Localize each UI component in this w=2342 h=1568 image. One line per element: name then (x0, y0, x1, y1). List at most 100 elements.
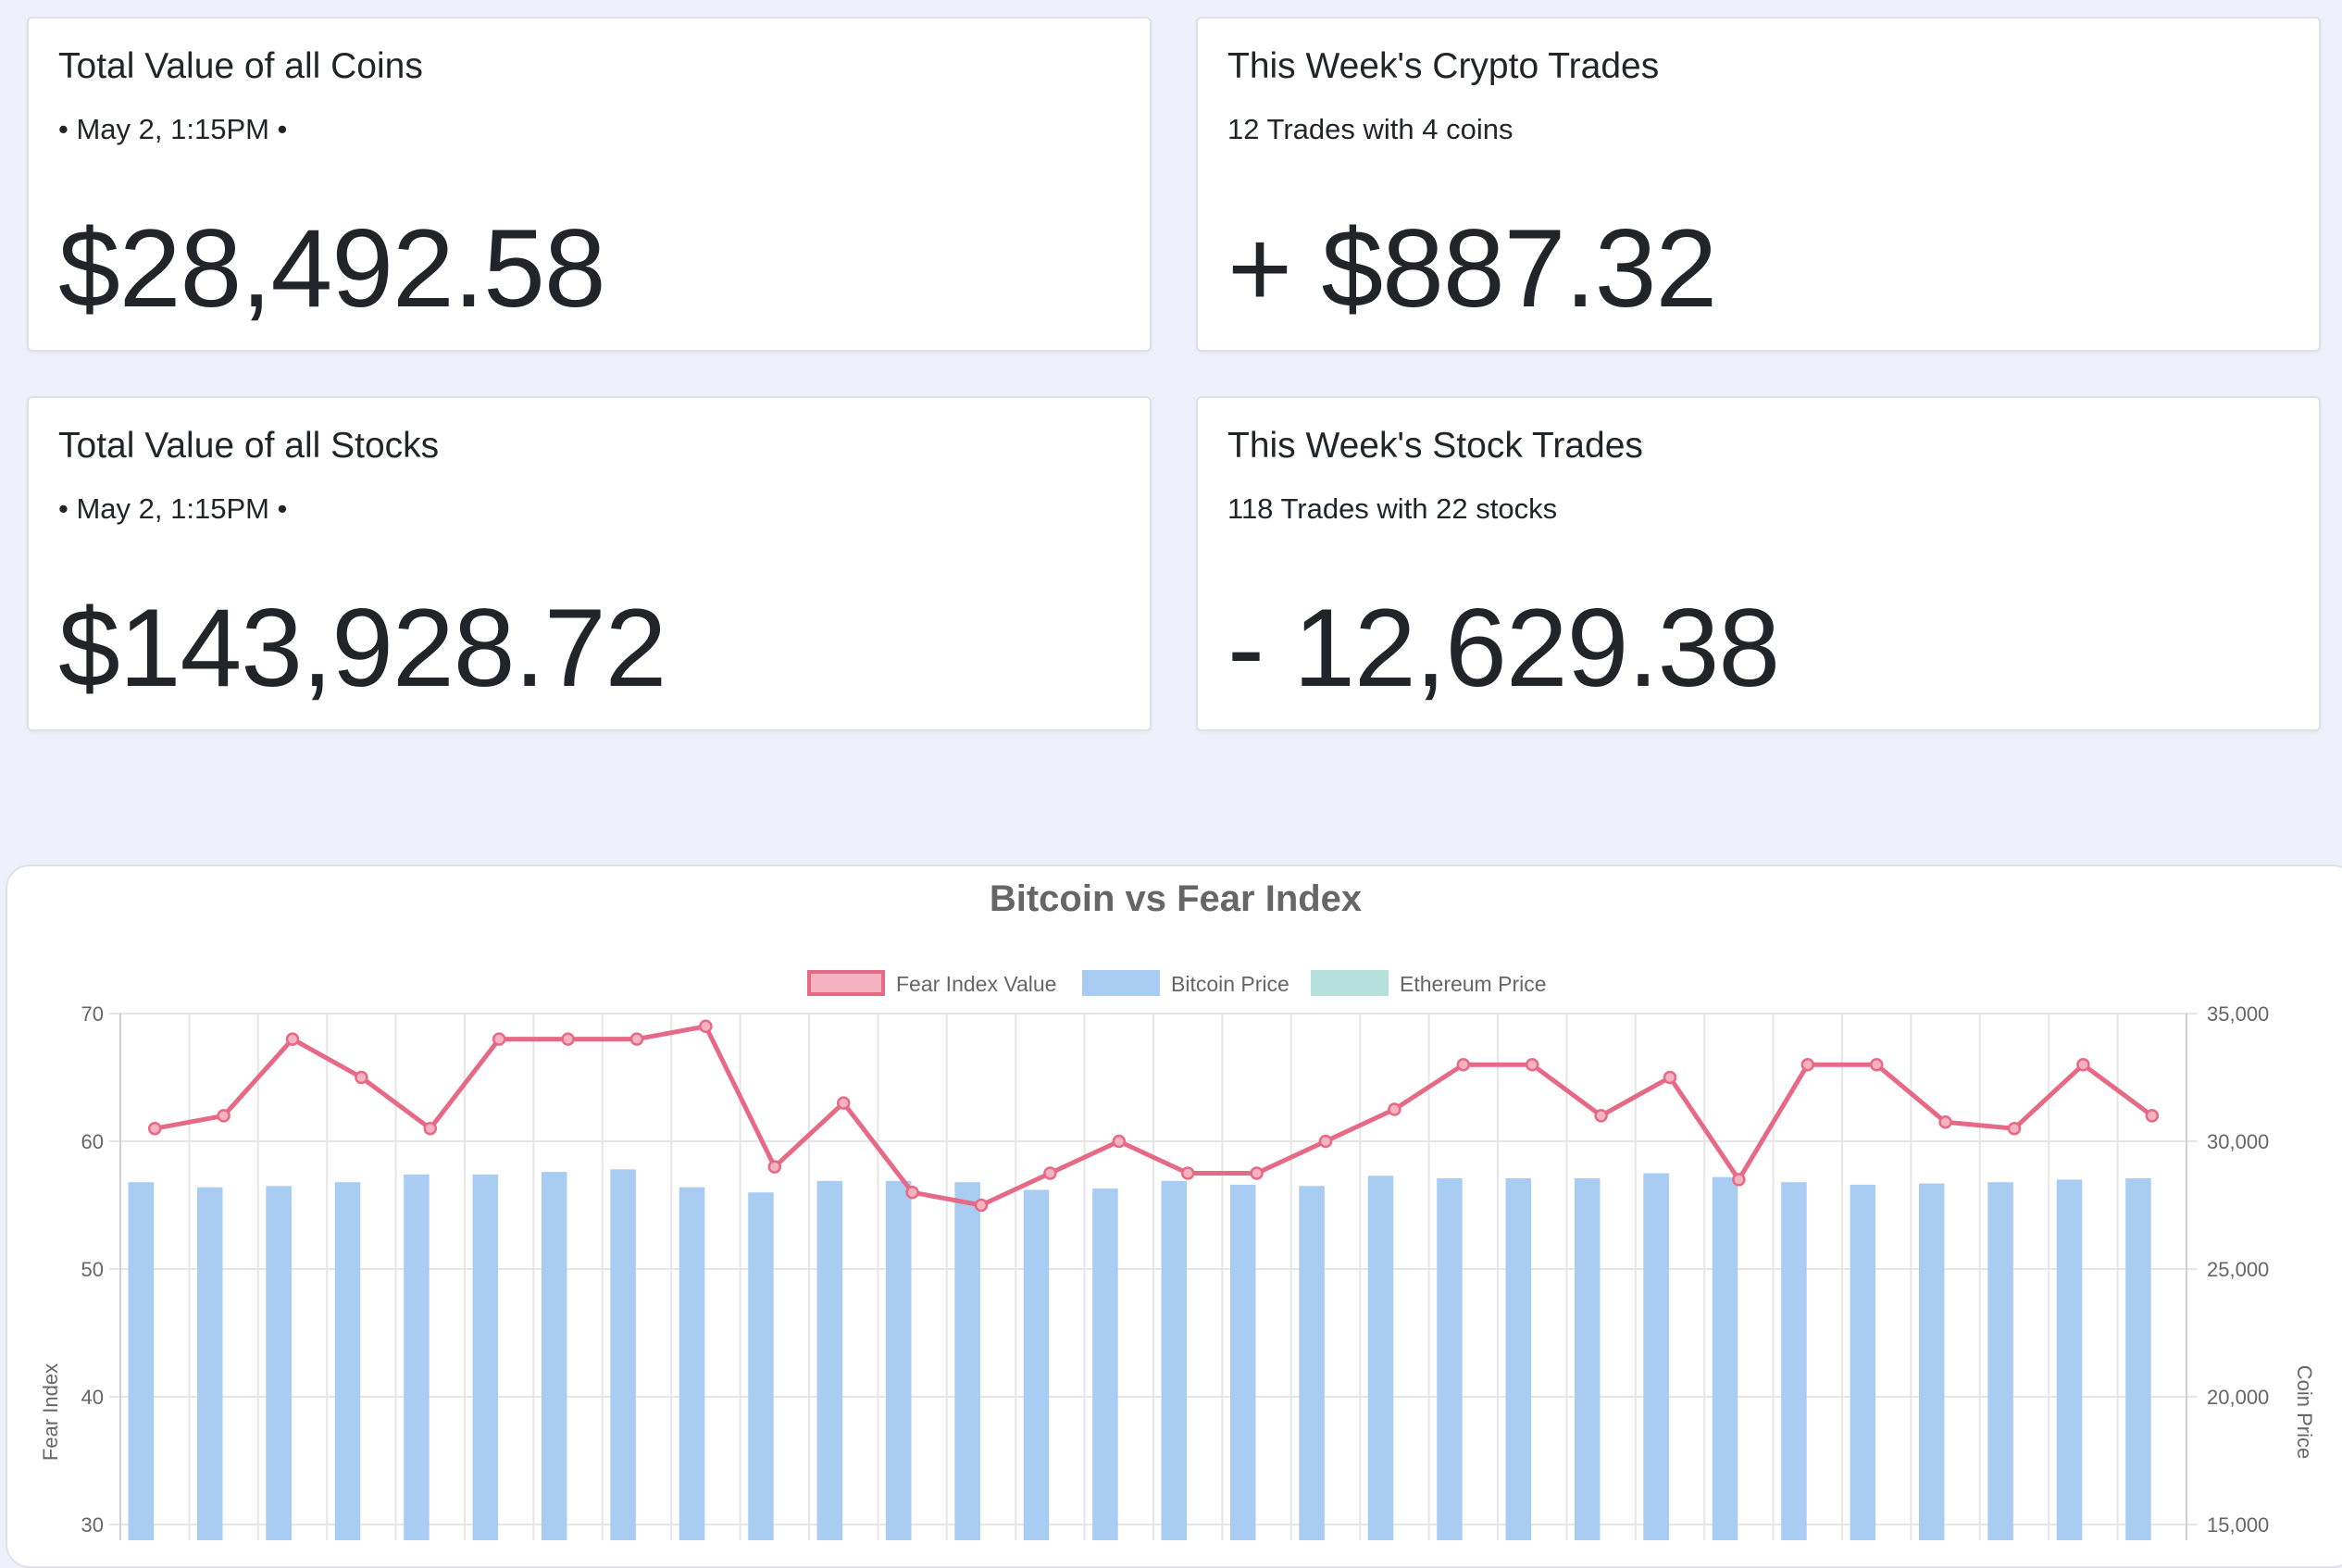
fear-index-point (1112, 1134, 1127, 1149)
right-axis-title: Coin Price (2293, 1365, 2316, 1459)
fear-index-point (1318, 1134, 1333, 1149)
right-tick-label: 20,000 (2207, 1386, 2269, 1409)
bitcoin-bar (2056, 1179, 2083, 1540)
fear-index-point (629, 1032, 644, 1046)
left-tick-label: 70 (81, 1002, 104, 1026)
bitcoin-bar (885, 1180, 912, 1540)
coins-total-card: Total Value of all Coins • May 2, 1:15PM… (27, 17, 1152, 352)
card-value: $28,492.58 (58, 206, 606, 330)
card-value: - 12,629.38 (1227, 586, 1780, 710)
legend-ethereum-swatch (1311, 970, 1389, 996)
bitcoin-bar (1712, 1176, 1738, 1540)
fear-index-point (2076, 1057, 2090, 1072)
bitcoin-bar (679, 1187, 705, 1540)
card-value: + $887.32 (1227, 206, 1717, 330)
fear-index-point (492, 1032, 506, 1046)
bitcoin-bar (1574, 1178, 1601, 1540)
chart-title: Bitcoin vs Fear Index (990, 878, 1362, 919)
fear-index-point (767, 1160, 782, 1174)
bitcoin-bar (128, 1182, 155, 1540)
crypto-trades-card: This Week's Crypto Trades 12 Trades with… (1196, 17, 2321, 352)
bitcoin-bar (404, 1174, 430, 1540)
bitcoin-bar (1161, 1180, 1188, 1540)
legend-ethereum-label: Ethereum Price (1400, 972, 1547, 996)
left-axis-title: Fear Index (39, 1363, 62, 1461)
fear-index-point (285, 1032, 300, 1046)
left-tick-label: 50 (81, 1258, 104, 1281)
card-value: $143,928.72 (58, 586, 666, 710)
left-tick-label: 60 (81, 1130, 104, 1153)
left-tick-label: 30 (81, 1513, 104, 1537)
bitcoin-bar (1850, 1184, 1876, 1540)
bitcoin-bar (816, 1180, 843, 1540)
bitcoin-bar (1987, 1182, 2013, 1540)
chart-card: Bitcoin vs Fear Index Fear Index Value Bi… (6, 865, 2342, 1568)
legend-fear-index-swatch (807, 970, 885, 996)
card-title: Total Value of all Coins (58, 46, 423, 86)
bitcoin-bar (1505, 1178, 1532, 1540)
right-tick-label: 30,000 (2207, 1130, 2269, 1153)
bitcoin-bar (748, 1192, 774, 1540)
fear-index-point (1800, 1057, 1815, 1072)
fear-index-point (699, 1019, 713, 1034)
right-tick-label: 35,000 (2207, 1002, 2269, 1026)
bitcoin-bar (1229, 1184, 1256, 1540)
fear-index-point (1456, 1057, 1471, 1072)
bitcoin-bar (1023, 1189, 1050, 1540)
stocks-total-card: Total Value of all Stocks • May 2, 1:15P… (27, 396, 1152, 731)
stock-trades-card: This Week's Stock Trades 118 Trades with… (1196, 396, 2321, 731)
bitcoin-bar (610, 1169, 636, 1540)
fear-index-point (1525, 1057, 1539, 1072)
fear-index-point (2145, 1109, 2160, 1123)
card-title: This Week's Stock Trades (1227, 426, 1643, 466)
fear-index-line (147, 1019, 2160, 1213)
bitcoin-bar (1781, 1182, 1807, 1540)
bitcoin-bar (334, 1182, 361, 1540)
right-tick-label: 15,000 (2207, 1513, 2269, 1537)
fear-index-point (1663, 1070, 1677, 1085)
card-subtitle: 118 Trades with 22 stocks (1227, 492, 1558, 525)
fear-index-point (561, 1032, 575, 1046)
fear-index-point (1869, 1057, 1884, 1072)
bitcoin-bar (541, 1172, 567, 1540)
legend-bitcoin-label: Bitcoin Price (1171, 972, 1289, 996)
bitcoin-bar (1643, 1173, 1669, 1540)
bitcoin-bar (196, 1187, 223, 1540)
fear-index-point (355, 1070, 368, 1085)
fear-index-point (974, 1198, 989, 1213)
legend-bitcoin-swatch (1082, 970, 1160, 996)
legend-fear-index-label: Fear Index Value (896, 972, 1056, 996)
chart-axes: 70 60 50 40 30 35,000 30,000 25,000 20,000 15,000… (39, 1002, 2316, 1540)
left-tick-label: 40 (81, 1386, 104, 1409)
fear-index-polyline (154, 1024, 2154, 1208)
bitcoin-bar (472, 1174, 499, 1540)
fear-index-point (836, 1096, 851, 1110)
fear-index-point (1594, 1109, 1608, 1123)
fear-index-point (2007, 1121, 2022, 1136)
card-title: Total Value of all Stocks (58, 426, 440, 466)
bitcoin-bar (1918, 1183, 1945, 1540)
fear-index-point (217, 1109, 230, 1123)
fear-index-point (147, 1121, 162, 1136)
card-subtitle: • May 2, 1:15PM • (58, 113, 288, 145)
bitcoin-bar (1092, 1188, 1118, 1540)
right-tick-label: 25,000 (2207, 1258, 2269, 1281)
fear-index-point (1180, 1166, 1195, 1180)
bitcoin-fear-chart: Bitcoin vs Fear Index Fear Index Value Bi… (39, 878, 2316, 1540)
fear-index-point (1043, 1166, 1057, 1180)
chart-grid (109, 1013, 2198, 1540)
fear-index-point (1732, 1173, 1746, 1187)
bitcoin-bar (1437, 1178, 1463, 1540)
bitcoin-bars (128, 1169, 2151, 1540)
fear-index-point (1388, 1102, 1401, 1116)
fear-index-point (423, 1121, 438, 1136)
card-subtitle: • May 2, 1:15PM • (58, 492, 288, 525)
chart-legend: Fear Index Value Bitcoin Price Ethereum Pr… (807, 970, 1547, 996)
card-subtitle: 12 Trades with 4 coins (1227, 113, 1514, 145)
fear-index-point (1250, 1166, 1264, 1180)
bitcoin-bar (1299, 1186, 1325, 1540)
bitcoin-bar (1367, 1176, 1394, 1540)
bitcoin-bar (266, 1186, 292, 1540)
bitcoin-bar (954, 1182, 980, 1540)
card-title: This Week's Crypto Trades (1227, 46, 1660, 86)
